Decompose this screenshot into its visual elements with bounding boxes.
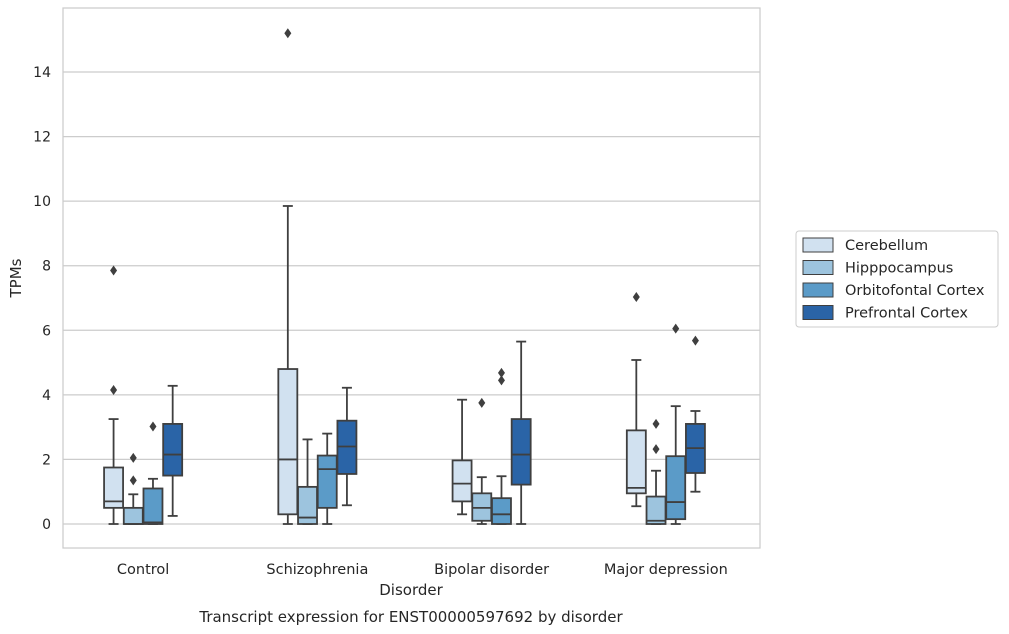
flier-point — [497, 375, 505, 386]
box-body — [103, 466, 124, 509]
box — [277, 28, 299, 525]
legend-swatch — [802, 237, 834, 253]
flier-point — [672, 323, 680, 334]
y-tick-label: 4 — [42, 388, 51, 404]
box-body — [665, 455, 687, 521]
box-body — [510, 418, 532, 486]
box — [451, 398, 473, 516]
y-tick-labels: 0 2 4 6 8 10 12 14 — [33, 65, 51, 533]
box — [122, 452, 144, 525]
box-body — [277, 368, 299, 516]
legend-label: Prefrontal Cortex — [845, 306, 968, 322]
box — [142, 421, 164, 525]
box-body — [162, 423, 184, 477]
y-axis-label: TPMs — [7, 258, 25, 298]
box — [685, 335, 706, 493]
box — [316, 432, 338, 525]
box-group — [103, 28, 706, 525]
y-tick-label: 6 — [42, 323, 51, 339]
box — [510, 340, 532, 525]
legend-label: Orbitofontal Cortex — [845, 283, 985, 299]
flier-point — [497, 367, 505, 378]
flier-point — [149, 421, 157, 432]
legend-frame — [795, 230, 999, 328]
legend-label: Hipppocampus — [845, 261, 953, 277]
y-tick-label: 0 — [42, 517, 51, 533]
flier-point — [110, 265, 118, 276]
box — [336, 386, 358, 507]
flier-point — [652, 444, 660, 455]
x-tick-labels: Control Schizophrenia Bipolar disorder Majo… — [117, 562, 728, 578]
y-tick-label: 10 — [33, 194, 51, 210]
flier-point — [632, 292, 640, 303]
box-body — [451, 459, 473, 503]
box — [297, 438, 318, 525]
x-tick-label: Major depression — [604, 562, 728, 578]
x-tick-label: Control — [117, 562, 169, 578]
plot-frame — [62, 7, 761, 549]
y-tick-label: 12 — [33, 130, 51, 146]
flier-point — [129, 475, 137, 486]
flier-point — [691, 335, 699, 346]
box-body — [316, 454, 338, 509]
flier-point — [652, 418, 660, 429]
box-body — [491, 497, 512, 525]
flier-point — [110, 385, 118, 396]
box — [625, 292, 647, 508]
box-body — [122, 506, 144, 525]
x-tick-label: Bipolar disorder — [434, 562, 549, 578]
box — [491, 367, 512, 525]
flier-point — [478, 397, 486, 408]
flier-point — [129, 452, 137, 463]
y-tick-label: 14 — [33, 65, 51, 81]
box-body — [625, 429, 647, 495]
box — [162, 384, 184, 517]
box — [103, 265, 124, 525]
box — [645, 418, 667, 525]
box — [665, 323, 687, 525]
legend-swatch — [802, 305, 834, 320]
box — [471, 397, 493, 525]
box-body — [142, 487, 164, 525]
x-axis-label: Disorder — [379, 581, 443, 599]
legend-label: Cerebellum — [845, 238, 928, 254]
x-tick-label: Schizophrenia — [266, 562, 368, 578]
y-tick-label: 8 — [42, 259, 51, 275]
chart-caption: Transcript expression for ENST0000059769… — [198, 608, 623, 626]
legend-swatch — [802, 260, 834, 275]
legend: Cerebellum Hipppocampus Orbitofontal Corte… — [795, 230, 999, 328]
flier-point — [284, 28, 292, 39]
legend-swatch — [802, 282, 834, 298]
y-tick-label: 2 — [42, 452, 51, 468]
